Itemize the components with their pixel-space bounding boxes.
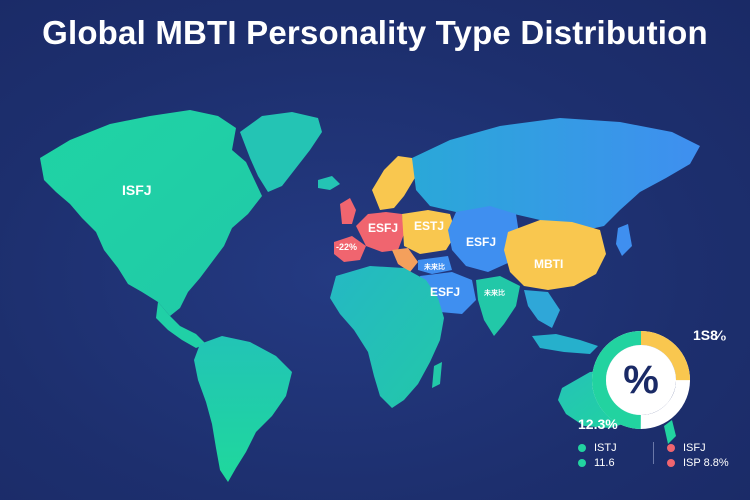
label-india: 未来比 bbox=[484, 288, 505, 297]
legend-left: ISTJ 11.6 bbox=[578, 440, 617, 470]
region-indonesia[interactable] bbox=[532, 334, 598, 354]
legend-right: ISFJ ISP 8.8% bbox=[667, 440, 729, 470]
label-iberia: -22% bbox=[336, 242, 357, 252]
legend-divider bbox=[653, 442, 654, 464]
donut-hole bbox=[606, 345, 676, 415]
region-eastern-europe[interactable] bbox=[402, 210, 456, 254]
legend-dot bbox=[578, 443, 586, 452]
legend-item[interactable]: 11.6 bbox=[578, 455, 617, 470]
region-china[interactable] bbox=[504, 220, 606, 290]
region-japan[interactable] bbox=[616, 224, 632, 256]
region-madagascar[interactable] bbox=[432, 362, 442, 388]
region-uk[interactable] bbox=[340, 198, 356, 224]
donut-value-top: 1S8⁄₀ bbox=[693, 327, 727, 343]
region-north-america[interactable] bbox=[40, 110, 262, 316]
legend-label: ISP 8.8% bbox=[683, 456, 729, 469]
legend-label: ISFJ bbox=[683, 441, 706, 454]
legend-item[interactable]: ISTJ bbox=[578, 440, 617, 455]
region-western-europe[interactable] bbox=[356, 212, 404, 252]
region-southeast-asia[interactable] bbox=[524, 290, 560, 328]
donut-chart bbox=[592, 331, 690, 429]
legend-dot bbox=[667, 458, 675, 467]
donut-value-bottom: 12.3% bbox=[578, 416, 618, 432]
region-greenland[interactable] bbox=[240, 112, 322, 192]
legend-item[interactable]: ISP 8.8% bbox=[667, 455, 729, 470]
donut-center-symbol: % bbox=[623, 358, 659, 402]
label-north-america: ISFJ bbox=[122, 182, 152, 198]
region-central-asia[interactable] bbox=[448, 206, 520, 272]
label-eastern-europe: ESTJ bbox=[414, 219, 444, 233]
region-scandinavia[interactable] bbox=[372, 156, 416, 210]
label-turkey: 未来比 bbox=[424, 262, 445, 271]
legend-dot bbox=[667, 443, 675, 452]
region-central-america[interactable] bbox=[156, 302, 206, 348]
region-turkey[interactable] bbox=[418, 256, 452, 274]
page-title: Global MBTI Personality Type Distributio… bbox=[42, 14, 708, 51]
donut-segment-isfj[interactable] bbox=[592, 331, 690, 429]
label-western-europe: ESFJ bbox=[368, 221, 398, 235]
region-new-zealand[interactable] bbox=[664, 420, 676, 444]
region-india[interactable] bbox=[476, 276, 520, 336]
label-middle-east: ESFJ bbox=[430, 285, 460, 299]
region-iceland[interactable] bbox=[318, 176, 340, 190]
legend-label: 11.6 bbox=[594, 456, 615, 469]
legend-label: ISTJ bbox=[594, 441, 617, 454]
region-iberia[interactable] bbox=[334, 236, 366, 262]
label-china: MBTI bbox=[534, 257, 563, 271]
region-balkans[interactable] bbox=[392, 248, 418, 272]
label-central-asia: ESFJ bbox=[466, 235, 496, 249]
legend-dot bbox=[578, 458, 586, 467]
legend-item[interactable]: ISFJ bbox=[667, 440, 729, 455]
region-russia[interactable] bbox=[412, 118, 700, 230]
region-south-america[interactable] bbox=[194, 336, 292, 482]
region-africa[interactable] bbox=[330, 266, 444, 408]
